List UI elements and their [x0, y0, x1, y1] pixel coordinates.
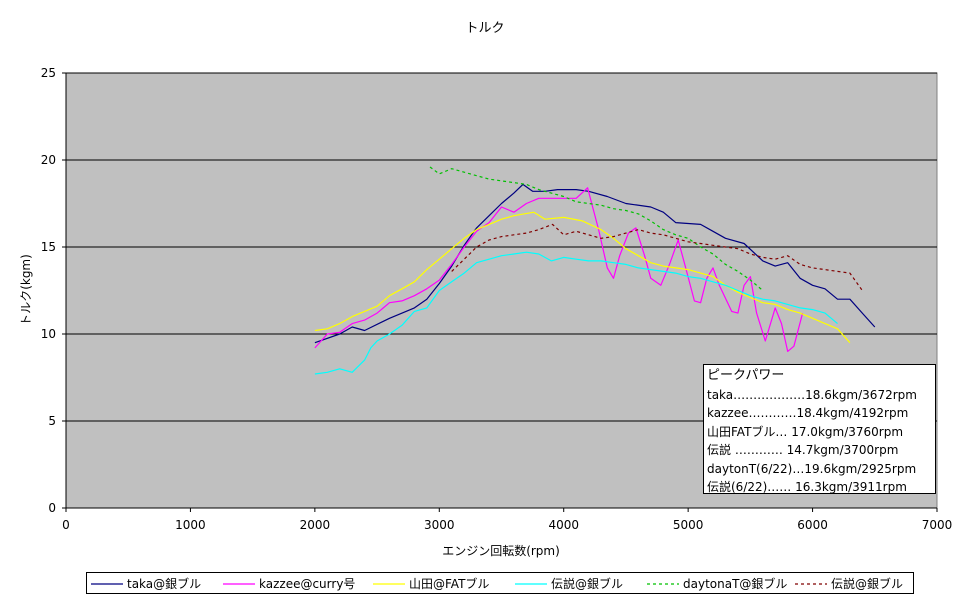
peak-power-box: ピークパワー taka………………18.6kgm/3672rpm kazzee……: [703, 364, 936, 494]
legend-label: kazzee@curry号: [259, 577, 356, 591]
x-tick-label: 0: [62, 518, 70, 532]
legend-line-swatch: [373, 583, 405, 585]
y-tick-label: 5: [48, 414, 56, 428]
y-axis-label: トルク(kgm): [19, 254, 33, 326]
x-tick-label: 1000: [175, 518, 206, 532]
peak-line: 山田FATブル… 17.0kgm/3760rpm: [707, 424, 904, 439]
peak-box-title: ピークパワー: [707, 368, 785, 383]
x-axis-label: エンジン回転数(rpm): [442, 543, 560, 558]
peak-line: kazzee…………18.4kgm/4192rpm: [707, 406, 909, 420]
y-tick-label: 20: [41, 153, 56, 167]
series-lines: [314, 166, 876, 375]
legend-line-swatch: [515, 583, 547, 585]
y-tick-label: 25: [41, 66, 56, 80]
legend-label: 伝説@銀ブル: [831, 577, 904, 591]
x-tick-label: 4000: [548, 518, 579, 532]
peak-line: 伝説(6/22)…… 16.3kgm/3911rpm: [707, 480, 907, 494]
x-tick-label: 3000: [424, 518, 455, 532]
legend: taka@銀ブル kazzee@curry号 山田@FATブル 伝説@銀ブル d…: [86, 572, 914, 594]
peak-line: taka………………18.6kgm/3672rpm: [707, 387, 917, 402]
legend-label: 山田@FATブル: [409, 577, 490, 591]
legend-line-swatch: [223, 583, 255, 585]
series-line: [314, 187, 804, 352]
series-line: [314, 211, 851, 344]
series-line: [429, 166, 764, 291]
series-line: [314, 251, 838, 375]
y-tick-label: 10: [41, 327, 56, 341]
series-line: [451, 223, 863, 291]
legend-label: taka@銀ブル: [127, 577, 202, 591]
peak-line: daytonT(6/22)…19.6kgm/2925rpm: [707, 461, 917, 476]
x-tick-label: 5000: [673, 518, 704, 532]
legend-line-swatch: [647, 583, 679, 585]
y-tick-label: 15: [41, 240, 56, 254]
x-tick-label: 2000: [300, 518, 331, 532]
peak-line: 伝説 ………… 14.7kgm/3700rpm: [707, 443, 899, 457]
legend-line-swatch: [795, 583, 827, 585]
legend-label: daytonaT@銀ブル: [683, 577, 788, 591]
x-tick-label: 6000: [797, 518, 828, 532]
y-tick-label: 0: [48, 501, 56, 515]
legend-line-swatch: [91, 583, 123, 585]
legend-label: 伝説@銀ブル: [551, 577, 624, 591]
x-tick-label: 7000: [922, 518, 953, 532]
axes: 0 5 10 15 20 25 0 1000 2000 3000 4000 5000 6000 7000: [41, 66, 953, 532]
chart-title: トルク: [465, 21, 504, 36]
